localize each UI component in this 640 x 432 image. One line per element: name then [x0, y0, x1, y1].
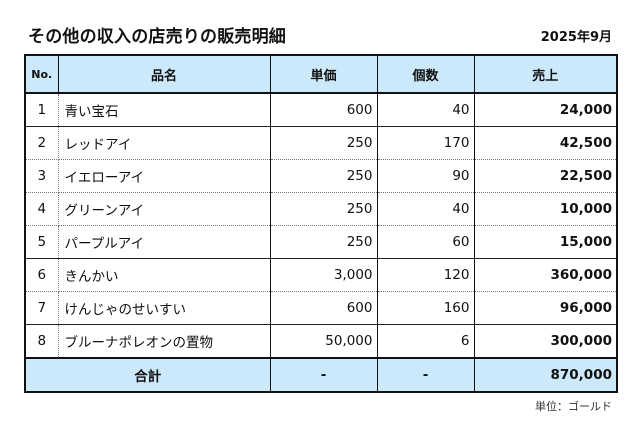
- row-price: 600: [269, 93, 378, 127]
- sales-table: No. 品名 単価 個数 売上 1 青い宝石 600 40 24,000 2 レ…: [24, 54, 618, 393]
- row-no: 6: [24, 258, 59, 292]
- table-row: 7 けんじゃのせいすい 600 160 96,000: [24, 291, 618, 325]
- row-price: 250: [269, 192, 378, 226]
- row-sales: 15,000: [473, 225, 618, 259]
- row-name: イエローアイ: [58, 159, 271, 193]
- total-sales: 870,000: [473, 357, 618, 392]
- row-name: けんじゃのせいすい: [58, 291, 271, 325]
- table-row: 5 パープルアイ 250 60 15,000: [24, 225, 618, 259]
- row-qty: 120: [376, 258, 475, 292]
- row-no: 4: [24, 192, 59, 226]
- row-sales: 360,000: [473, 258, 618, 292]
- unit-note: 単位：ゴールド: [535, 400, 612, 413]
- row-no: 5: [24, 225, 59, 259]
- row-no: 8: [24, 324, 59, 359]
- table-row: 4 グリーンアイ 250 40 10,000: [24, 192, 618, 226]
- row-qty: 6: [376, 324, 475, 359]
- table-row: 6 きんかい 3,000 120 360,000: [24, 258, 618, 292]
- column-header-price: 単価: [269, 54, 378, 94]
- row-no: 1: [24, 93, 59, 127]
- table-header-row: No. 品名 単価 個数 売上: [24, 54, 618, 94]
- row-qty: 90: [376, 159, 475, 193]
- table-row: 2 レッドアイ 250 170 42,500: [24, 126, 618, 160]
- row-qty: 160: [376, 291, 475, 325]
- period-label: 2025年9月: [540, 30, 612, 45]
- row-name: 青い宝石: [58, 93, 271, 127]
- column-header-qty: 個数: [376, 54, 475, 94]
- column-header-name: 品名: [57, 54, 271, 94]
- row-price: 600: [269, 291, 378, 325]
- row-name: きんかい: [58, 258, 271, 292]
- row-sales: 42,500: [473, 126, 618, 160]
- row-sales: 22,500: [473, 159, 618, 193]
- row-price: 250: [269, 126, 378, 160]
- table-row: 3 イエローアイ 250 90 22,500: [24, 159, 618, 193]
- row-no: 2: [24, 126, 59, 160]
- row-no: 3: [24, 159, 59, 193]
- total-price: -: [269, 357, 378, 392]
- total-label: 合計: [24, 357, 271, 392]
- row-sales: 96,000: [473, 291, 618, 325]
- total-row: 合計 - - 870,000: [24, 357, 618, 392]
- table-row: 8 ブルーナポレオンの置物 50,000 6 300,000: [24, 324, 618, 359]
- row-name: ブルーナポレオンの置物: [58, 324, 271, 359]
- row-name: レッドアイ: [58, 126, 271, 160]
- row-sales: 300,000: [473, 324, 618, 359]
- row-price: 50,000: [269, 324, 378, 359]
- column-header-sales: 売上: [473, 54, 618, 94]
- row-qty: 40: [376, 93, 475, 127]
- row-qty: 170: [376, 126, 475, 160]
- row-sales: 24,000: [473, 93, 618, 127]
- row-price: 3,000: [269, 258, 378, 292]
- column-header-no: No.: [24, 54, 59, 94]
- page-title: その他の収入の店売りの販売明細: [28, 27, 286, 47]
- row-price: 250: [269, 225, 378, 259]
- row-qty: 60: [376, 225, 475, 259]
- table-row: 1 青い宝石 600 40 24,000: [24, 93, 618, 127]
- row-sales: 10,000: [473, 192, 618, 226]
- row-qty: 40: [376, 192, 475, 226]
- row-name: パープルアイ: [58, 225, 271, 259]
- row-name: グリーンアイ: [58, 192, 271, 226]
- total-qty: -: [376, 357, 475, 392]
- row-no: 7: [24, 291, 59, 325]
- row-price: 250: [269, 159, 378, 193]
